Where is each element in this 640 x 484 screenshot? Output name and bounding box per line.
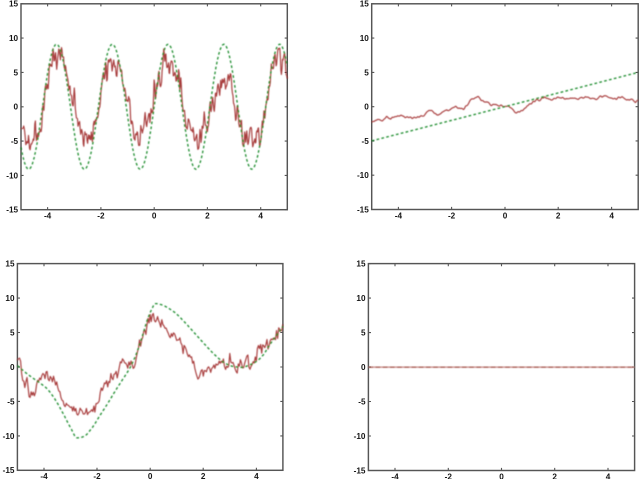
- svg-text:-2: -2: [97, 212, 105, 221]
- svg-text:-15: -15: [3, 466, 15, 475]
- svg-text:-5: -5: [11, 137, 19, 146]
- svg-text:4: 4: [258, 212, 263, 221]
- svg-text:0: 0: [503, 211, 508, 220]
- svg-text:2: 2: [205, 212, 210, 221]
- svg-text:10: 10: [5, 294, 15, 303]
- svg-text:4: 4: [606, 472, 611, 479]
- svg-text:5: 5: [364, 68, 369, 77]
- svg-text:-5: -5: [358, 397, 366, 406]
- svg-text:-10: -10: [6, 171, 18, 180]
- svg-text:5: 5: [10, 328, 15, 337]
- svg-text:0: 0: [361, 363, 366, 372]
- svg-text:2: 2: [552, 472, 557, 479]
- svg-text:0: 0: [152, 212, 157, 221]
- svg-text:15: 15: [9, 0, 19, 9]
- svg-text:-4: -4: [44, 212, 52, 221]
- svg-text:0: 0: [499, 472, 504, 479]
- svg-text:-15: -15: [354, 466, 366, 475]
- svg-text:-4: -4: [391, 472, 399, 479]
- svg-text:10: 10: [356, 294, 366, 303]
- svg-text:0: 0: [14, 103, 19, 112]
- svg-text:4: 4: [609, 211, 614, 220]
- svg-text:2: 2: [556, 211, 561, 220]
- svg-text:15: 15: [360, 0, 370, 9]
- svg-text:-10: -10: [354, 432, 366, 441]
- svg-text:-4: -4: [40, 472, 48, 479]
- svg-text:0: 0: [364, 103, 369, 112]
- svg-text:-2: -2: [448, 211, 456, 220]
- svg-text:4: 4: [254, 472, 259, 479]
- svg-text:-10: -10: [3, 432, 15, 441]
- svg-text:-2: -2: [445, 472, 453, 479]
- svg-text:0: 0: [10, 363, 15, 372]
- svg-text:10: 10: [360, 34, 370, 43]
- svg-text:10: 10: [9, 34, 19, 43]
- svg-text:2: 2: [201, 472, 206, 479]
- svg-text:5: 5: [14, 68, 19, 77]
- svg-text:0: 0: [148, 472, 153, 479]
- svg-text:5: 5: [361, 329, 366, 338]
- svg-text:-2: -2: [93, 472, 101, 479]
- svg-text:15: 15: [356, 260, 366, 269]
- svg-text:-15: -15: [357, 205, 369, 214]
- svg-text:15: 15: [5, 260, 15, 269]
- svg-text:-10: -10: [357, 171, 369, 180]
- svg-text:-15: -15: [6, 206, 18, 215]
- svg-text:-5: -5: [7, 397, 15, 406]
- svg-text:-4: -4: [395, 211, 403, 220]
- svg-text:-5: -5: [362, 137, 370, 146]
